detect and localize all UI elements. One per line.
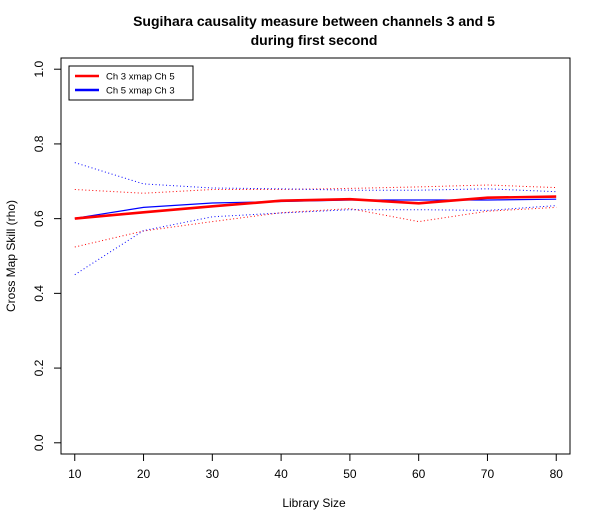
x-tick-label: 10 [68,467,82,481]
x-tick-label: 70 [481,467,495,481]
series-1-mean-line [74,198,557,219]
x-axis: 10 20 30 40 50 60 70 80 [68,453,564,481]
x-axis-label: Library Size [282,496,346,510]
y-tick-label: 0.8 [32,135,46,152]
legend-box [68,65,194,101]
x-tick-label: 20 [137,467,151,481]
y-tick-label: 1.0 [32,61,46,78]
series-0-mean-line [74,195,557,220]
y-tick-label: 0.6 [32,210,46,227]
x-tick-label: 50 [343,467,357,481]
series-1-upper-bound-line [74,162,557,193]
y-tick-label: 0.2 [32,359,46,376]
plot-frame [60,57,571,455]
y-tick-label: 0.0 [32,434,46,451]
y-axis-label: Cross Map Skill (rho) [4,200,18,312]
series-0-lower-bound-line [74,206,557,248]
x-tick-label: 40 [274,467,288,481]
chart-title-line-2: during first second [251,32,378,48]
legend: Ch 3 xmap Ch 5 Ch 5 xmap Ch 3 [68,65,194,101]
legend-label-ch3-xmap-ch5: Ch 3 xmap Ch 5 [106,72,175,83]
y-tick-label: 0.4 [32,285,46,302]
x-tick-label: 60 [412,467,426,481]
series-0-upper-bound-line [74,184,557,194]
legend-label-ch5-xmap-ch3: Ch 5 xmap Ch 3 [106,86,175,97]
series-1-lower-bound-line [74,205,557,276]
chart-title-line-1: Sugihara causality measure between chann… [133,13,495,29]
series-layer [74,162,557,276]
y-axis: 0.0 0.2 0.4 0.6 0.8 1.0 [32,61,62,451]
x-tick-label: 80 [550,467,564,481]
x-tick-label: 30 [206,467,220,481]
